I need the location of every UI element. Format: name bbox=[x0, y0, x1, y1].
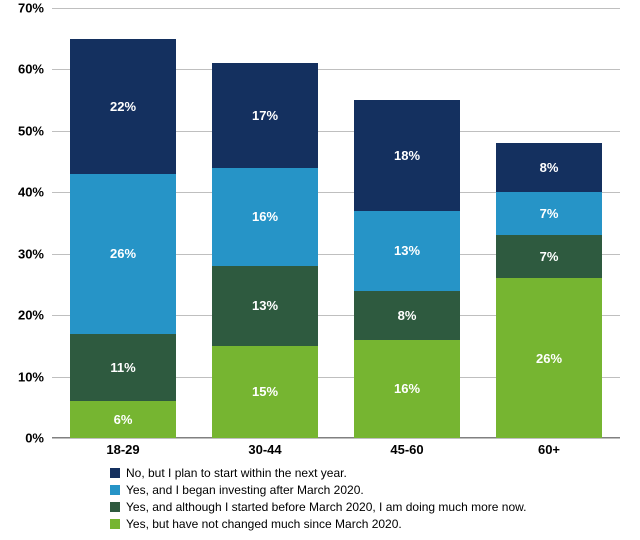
bar-segment-plan_to_start: 8% bbox=[496, 143, 602, 192]
segment-value-label: 16% bbox=[252, 209, 278, 224]
legend-swatch bbox=[110, 519, 120, 529]
legend-swatch bbox=[110, 485, 120, 495]
bar-column: 16% 8% 13% 18% bbox=[354, 100, 460, 438]
legend-item: Yes, and although I started before March… bbox=[110, 500, 526, 514]
y-tick-label: 60% bbox=[18, 62, 52, 77]
legend-swatch bbox=[110, 502, 120, 512]
x-tick-label: 45-60 bbox=[354, 442, 460, 457]
x-axis-labels: 18-29 30-44 45-60 60+ bbox=[52, 442, 620, 457]
segment-value-label: 6% bbox=[114, 412, 133, 427]
segment-value-label: 22% bbox=[110, 99, 136, 114]
segment-value-label: 7% bbox=[540, 206, 559, 221]
bar-segment-no_change: 6% bbox=[70, 401, 176, 438]
bar-segment-plan_to_start: 18% bbox=[354, 100, 460, 211]
x-tick-label: 30-44 bbox=[212, 442, 318, 457]
segment-value-label: 7% bbox=[540, 249, 559, 264]
bar-segment-more_now: 7% bbox=[496, 235, 602, 278]
legend: No, but I plan to start within the next … bbox=[110, 466, 526, 534]
y-tick-label: 70% bbox=[18, 1, 52, 16]
y-tick-label: 10% bbox=[18, 369, 52, 384]
y-tick-label: 50% bbox=[18, 123, 52, 138]
segment-value-label: 8% bbox=[540, 160, 559, 175]
bar-segment-more_now: 8% bbox=[354, 291, 460, 340]
segment-value-label: 15% bbox=[252, 384, 278, 399]
segment-value-label: 13% bbox=[394, 243, 420, 258]
bar-segment-plan_to_start: 17% bbox=[212, 63, 318, 167]
legend-label: No, but I plan to start within the next … bbox=[126, 466, 347, 480]
bar-column: 6% 11% 26% 22% bbox=[70, 39, 176, 438]
y-tick-label: 20% bbox=[18, 308, 52, 323]
y-tick-label: 40% bbox=[18, 185, 52, 200]
legend-label: Yes, and I began investing after March 2… bbox=[126, 483, 364, 497]
legend-swatch bbox=[110, 468, 120, 478]
legend-item: Yes, but have not changed much since Mar… bbox=[110, 517, 526, 531]
legend-label: Yes, but have not changed much since Mar… bbox=[126, 517, 402, 531]
legend-label: Yes, and although I started before March… bbox=[126, 500, 526, 514]
legend-item: No, but I plan to start within the next … bbox=[110, 466, 526, 480]
bar-segment-plan_to_start: 22% bbox=[70, 39, 176, 174]
stacked-bar: 6% 11% 26% 22% bbox=[70, 39, 176, 438]
stacked-bar: 15% 13% 16% 17% bbox=[212, 63, 318, 438]
y-tick-label: 0% bbox=[25, 431, 52, 446]
plot-area: 0%10%20%30%40%50%60%70%6%11%26%22%15%13%… bbox=[52, 8, 620, 438]
segment-value-label: 26% bbox=[536, 351, 562, 366]
segment-value-label: 26% bbox=[110, 246, 136, 261]
legend-item: Yes, and I began investing after March 2… bbox=[110, 483, 526, 497]
segment-value-label: 11% bbox=[110, 360, 135, 375]
bar-segment-more_now: 13% bbox=[212, 266, 318, 346]
segment-value-label: 18% bbox=[394, 148, 420, 163]
x-tick-label: 60+ bbox=[496, 442, 602, 457]
stacked-bar: 26% 7% 7% 8% bbox=[496, 143, 602, 438]
bar-segment-began_after: 13% bbox=[354, 211, 460, 291]
gridline bbox=[52, 438, 620, 439]
bar-segment-began_after: 7% bbox=[496, 192, 602, 235]
bar-segment-began_after: 26% bbox=[70, 174, 176, 334]
bars-container: 6% 11% 26% 22% 15% 13% 16% 17% 16% 8% 13% 18% 26% 7% 7… bbox=[52, 8, 620, 438]
segment-value-label: 17% bbox=[252, 108, 278, 123]
stacked-bar: 16% 8% 13% 18% bbox=[354, 100, 460, 438]
stacked-bar-chart: 0% 10% 20% 30% 40% 50% 60% 70% 6% 11% 26% 22% 15% 13%… bbox=[0, 0, 640, 540]
y-tick-label: 30% bbox=[18, 246, 52, 261]
segment-value-label: 16% bbox=[394, 381, 420, 396]
bar-segment-no_change: 15% bbox=[212, 346, 318, 438]
segment-value-label: 8% bbox=[398, 308, 417, 323]
bar-column: 26% 7% 7% 8% bbox=[496, 143, 602, 438]
bar-segment-more_now: 11% bbox=[70, 334, 176, 402]
bar-segment-began_after: 16% bbox=[212, 168, 318, 266]
x-tick-label: 18-29 bbox=[70, 442, 176, 457]
bar-column: 15% 13% 16% 17% bbox=[212, 63, 318, 438]
segment-value-label: 13% bbox=[252, 298, 278, 313]
bar-segment-no_change: 26% bbox=[496, 278, 602, 438]
bar-segment-no_change: 16% bbox=[354, 340, 460, 438]
